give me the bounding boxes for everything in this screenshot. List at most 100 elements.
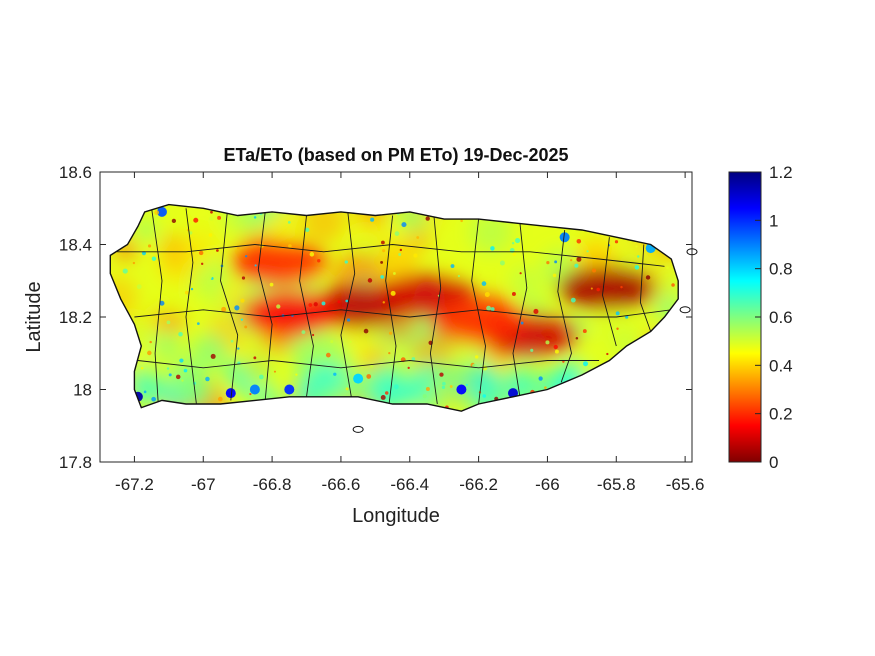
field-speckle: [273, 370, 276, 373]
field-speckle: [422, 394, 427, 399]
field-speckle: [394, 231, 400, 236]
field-speckle: [210, 210, 213, 214]
field-speckle: [209, 216, 214, 221]
field-speckle: [321, 301, 326, 306]
field-speckle: [178, 332, 183, 337]
field-speckle: [530, 348, 534, 352]
field-speckle: [520, 321, 524, 325]
high-ratio-core: [241, 291, 338, 336]
municipality-boundary: [137, 360, 600, 369]
field-speckle: [425, 216, 430, 221]
field-speckle: [511, 242, 515, 245]
field-cell: [134, 218, 157, 241]
field-speckle: [370, 365, 374, 368]
field-speckle: [217, 215, 222, 220]
field-speckle: [586, 250, 589, 253]
field-speckle: [635, 245, 638, 248]
field-speckle: [245, 255, 248, 258]
colorbar-tick-label: 0: [769, 453, 778, 472]
colorbar-ticks: 0 0.2 0.4 0.6 0.8 1 1.2: [755, 163, 793, 472]
field-speckle: [366, 374, 372, 379]
field-speckle: [249, 392, 252, 396]
field-speckle: [151, 256, 157, 261]
field-speckle: [533, 308, 539, 314]
field-speckle: [634, 265, 640, 270]
field-speckle: [363, 328, 369, 334]
field-speckle: [582, 329, 587, 333]
field-speckle: [237, 246, 240, 250]
colorbar-tick-label: 1.2: [769, 163, 793, 182]
field-speckle: [411, 357, 416, 361]
field-speckle: [596, 287, 600, 292]
field-speckle: [606, 352, 609, 356]
field-speckle: [143, 390, 147, 394]
field-speckle: [457, 274, 461, 278]
field-speckle: [179, 358, 184, 363]
field-speckle: [490, 246, 495, 251]
field-speckle: [140, 366, 144, 370]
field-speckle: [208, 233, 213, 237]
field-cell: [355, 222, 378, 245]
field-speckle: [380, 260, 384, 264]
x-tick-label: -67.2: [115, 475, 154, 494]
field-speckle: [190, 287, 194, 291]
municipality-boundary: [220, 211, 239, 401]
municipality-boundary: [257, 211, 273, 401]
municipality-boundary: [134, 309, 672, 318]
field-cell: [452, 363, 474, 384]
y-tick-label: 17.8: [59, 453, 92, 472]
field-speckle: [592, 268, 597, 273]
low-ratio-spot: [353, 373, 364, 384]
high-ratio-core: [557, 266, 654, 310]
municipality-boundary: [602, 237, 617, 347]
field-speckle: [240, 298, 245, 303]
field-speckle: [441, 385, 446, 389]
field-speckle: [175, 374, 181, 380]
field-speckle: [575, 336, 579, 340]
chart-title: ETa/ETo (based on PM ETo) 19-Dec-2025: [223, 145, 568, 165]
field-speckle: [460, 219, 463, 223]
municipality-boundary: [117, 244, 665, 267]
field-speckle: [519, 272, 522, 275]
field-speckle: [399, 248, 403, 252]
field-speckle: [388, 352, 391, 355]
low-ratio-spot: [284, 384, 295, 395]
field-speckle: [325, 352, 331, 358]
low-ratio-spot: [249, 384, 260, 395]
field-speckle: [574, 263, 579, 268]
field-speckle: [490, 307, 495, 312]
field-speckle: [305, 227, 310, 232]
field-speckle: [546, 261, 550, 265]
field-speckle: [147, 350, 152, 356]
field-cell: [398, 378, 428, 408]
field-speckle: [122, 268, 128, 274]
field-speckle: [159, 300, 165, 306]
field-speckle: [474, 355, 479, 359]
field-speckle: [345, 299, 349, 303]
field-speckle: [301, 330, 306, 335]
field-speckle: [614, 240, 619, 244]
field-cell: [241, 357, 275, 390]
high-ratio-core: [430, 298, 527, 343]
field-speckle: [499, 260, 505, 266]
field-speckle: [308, 303, 313, 307]
field-speckle: [416, 236, 420, 239]
field-speckle: [553, 344, 558, 350]
field-cell: [654, 272, 679, 302]
field-speckle: [392, 272, 396, 275]
field-speckle: [288, 244, 292, 248]
field-speckle: [570, 259, 573, 262]
x-tick-label: -66.8: [253, 475, 292, 494]
field-speckle: [544, 386, 547, 390]
x-tick-label: -65.6: [666, 475, 705, 494]
field-speckle: [346, 318, 351, 322]
field-speckle: [317, 259, 321, 263]
field-speckle: [570, 297, 576, 303]
field-cell: [592, 306, 635, 349]
field-speckle: [380, 240, 385, 245]
field-speckle: [393, 384, 399, 390]
field-speckle: [193, 375, 199, 381]
field-speckle: [244, 325, 248, 329]
field-speckle: [367, 278, 373, 283]
field-speckle: [554, 349, 559, 354]
